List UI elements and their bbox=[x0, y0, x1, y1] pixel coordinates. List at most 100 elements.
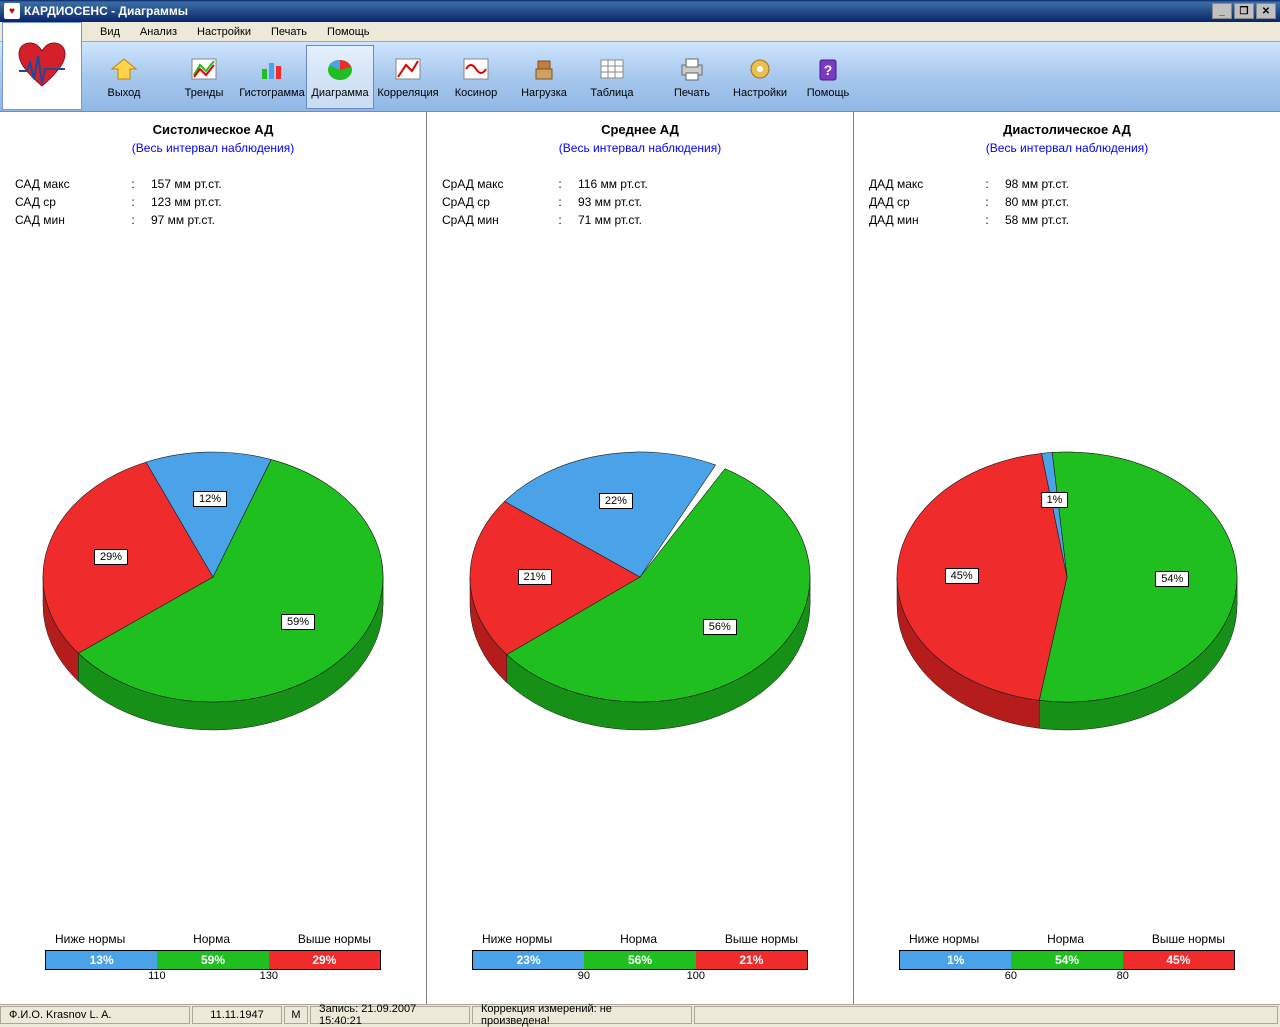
stats-row: ДАД мин:58 мм рт.ст. bbox=[869, 213, 1265, 227]
stats-row: ДАД ср:80 мм рт.ст. bbox=[869, 195, 1265, 209]
legend-labels: Ниже нормыНормаВыше нормы bbox=[899, 932, 1235, 950]
help-icon: ? bbox=[812, 54, 844, 84]
legend-label-below: Ниже нормы bbox=[482, 932, 552, 946]
legend-threshold: 80 bbox=[1117, 970, 1129, 982]
pie-slice-label: 12% bbox=[193, 491, 227, 507]
toolbar-label: Диаграмма bbox=[311, 87, 368, 99]
stats-block: ДАД макс:98 мм рт.ст. ДАД ср:80 мм рт.ст.… bbox=[869, 177, 1265, 231]
stats-row: ДАД макс:98 мм рт.ст. bbox=[869, 177, 1265, 191]
panel-title: Систолическое АД bbox=[15, 122, 411, 137]
stats-block: СрАД макс:116 мм рт.ст.СрАД ср:93 мм рт.… bbox=[442, 177, 838, 231]
pie-slice-label: 1% bbox=[1041, 492, 1069, 508]
menu-вид[interactable]: Вид bbox=[90, 26, 130, 38]
menu-печать[interactable]: Печать bbox=[261, 26, 317, 38]
stats-row: САД мин:97 мм рт.ст. bbox=[15, 213, 411, 227]
stats-row: СрАД ср:93 мм рт.ст. bbox=[442, 195, 838, 209]
toolbar-label: Тренды bbox=[185, 87, 224, 99]
stats-row: СрАД макс:116 мм рт.ст. bbox=[442, 177, 838, 191]
toolbar-table-button[interactable]: Таблица bbox=[578, 45, 646, 109]
panel-title: Диастолическое АД bbox=[869, 122, 1265, 137]
panel-title: Среднее АД bbox=[442, 122, 838, 137]
status-record: Запись: 21.09.2007 15:40:21 bbox=[310, 1006, 470, 1024]
stats-label: ДАД мин bbox=[869, 213, 969, 227]
close-button[interactable]: ✕ bbox=[1256, 3, 1276, 19]
legend: Ниже нормыНормаВыше нормы23%56%21%90100 bbox=[442, 932, 838, 994]
legend-threshold: 100 bbox=[687, 970, 705, 982]
toolbar-label: Нагрузка bbox=[521, 87, 567, 99]
legend-labels: Ниже нормыНормаВыше нормы bbox=[472, 932, 808, 950]
window-buttons: _ ❐ ✕ bbox=[1212, 3, 1276, 19]
stats-colon: : bbox=[115, 177, 151, 191]
legend-seg-above: 45% bbox=[1123, 951, 1234, 969]
stats-label: СрАД мин bbox=[442, 213, 542, 227]
legend-bar: 13%59%29% bbox=[45, 950, 381, 970]
toolbar-help-button[interactable]: ?Помощь bbox=[794, 45, 862, 109]
stats-label: СрАД ср bbox=[442, 195, 542, 209]
app-icon: ♥ bbox=[4, 3, 20, 19]
app-logo bbox=[2, 22, 82, 110]
toolbar-label: Таблица bbox=[590, 87, 633, 99]
legend-seg-above: 21% bbox=[696, 951, 807, 969]
menu-помощь[interactable]: Помощь bbox=[317, 26, 380, 38]
toolbar-histogram-button[interactable]: Гистограмма bbox=[238, 45, 306, 109]
stats-block: САД макс:157 мм рт.ст. САД ср:123 мм рт.с… bbox=[15, 177, 411, 231]
legend-label-below: Ниже нормы bbox=[55, 932, 125, 946]
panel-0: Систолическое АД (Весь интервал наблюдени… bbox=[0, 112, 427, 1004]
stats-value: 123 мм рт.ст. bbox=[151, 195, 222, 209]
toolbar-label: Гистограмма bbox=[239, 87, 305, 99]
maximize-button[interactable]: ❐ bbox=[1234, 3, 1254, 19]
legend-seg-below: 1% bbox=[900, 951, 1011, 969]
stats-label: САД макс bbox=[15, 177, 115, 191]
pie-slice-label: 54% bbox=[1155, 571, 1189, 587]
pie-slice-label: 21% bbox=[518, 569, 552, 585]
toolbar-correlation-button[interactable]: Корреляция bbox=[374, 45, 442, 109]
panel-subtitle: (Весь интервал наблюдения) bbox=[15, 141, 411, 155]
toolbar-label: Настройки bbox=[733, 87, 787, 99]
toolbar-exit-button[interactable]: Выход bbox=[90, 45, 158, 109]
diagram-icon bbox=[324, 54, 356, 84]
settings-icon bbox=[744, 54, 776, 84]
load-icon bbox=[528, 54, 560, 84]
stats-row: САД ср:123 мм рт.ст. bbox=[15, 195, 411, 209]
menubar: ВидАнализНастройкиПечатьПомощь bbox=[0, 22, 1280, 42]
toolbar-label: Выход bbox=[108, 87, 141, 99]
stats-label: СрАД макс bbox=[442, 177, 542, 191]
legend-seg-norm: 54% bbox=[1011, 951, 1123, 969]
cosinor-icon bbox=[460, 54, 492, 84]
legend-bar: 1%54%45% bbox=[899, 950, 1235, 970]
panel-subtitle: (Весь интервал наблюдения) bbox=[869, 141, 1265, 155]
toolbar-diagram-button[interactable]: Диаграмма bbox=[306, 45, 374, 109]
pie-slice-label: 59% bbox=[281, 614, 315, 630]
window-title: КАРДИОСЕНС - Диаграммы bbox=[24, 4, 1212, 18]
pie-chart: 54%45%1% bbox=[869, 231, 1265, 932]
legend-label-above: Выше нормы bbox=[298, 932, 371, 946]
legend-thresholds: 6080 bbox=[899, 970, 1235, 984]
stats-row: САД макс:157 мм рт.ст. bbox=[15, 177, 411, 191]
legend-label-above: Выше нормы bbox=[1152, 932, 1225, 946]
legend-threshold: 130 bbox=[260, 970, 278, 982]
stats-value: 116 мм рт.ст. bbox=[578, 177, 648, 191]
stats-colon: : bbox=[542, 213, 578, 227]
toolbar-load-button[interactable]: Нагрузка bbox=[510, 45, 578, 109]
legend-label-norm: Норма bbox=[1047, 932, 1084, 946]
menu-анализ[interactable]: Анализ bbox=[130, 26, 187, 38]
toolbar-label: Косинор bbox=[455, 87, 497, 99]
stats-value: 58 мм рт.ст. bbox=[1005, 213, 1069, 227]
status-patient: Ф.И.О. Krasnov L. A. bbox=[0, 1006, 190, 1024]
stats-label: ДАД макс bbox=[869, 177, 969, 191]
minimize-button[interactable]: _ bbox=[1212, 3, 1232, 19]
titlebar: ♥ КАРДИОСЕНС - Диаграммы _ ❐ ✕ bbox=[0, 0, 1280, 22]
panel-1: Среднее АД(Весь интервал наблюдения)СрАД… bbox=[427, 112, 854, 1004]
toolbar-trends-button[interactable]: Тренды bbox=[170, 45, 238, 109]
pie-chart: 59% 29% 12% bbox=[15, 231, 411, 932]
toolbar-cosinor-button[interactable]: Косинор bbox=[442, 45, 510, 109]
toolbar-settings-button[interactable]: Настройки bbox=[726, 45, 794, 109]
stats-value: 157 мм рт.ст. bbox=[151, 177, 222, 191]
toolbar-label: Корреляция bbox=[377, 87, 438, 99]
pie-slice-label: 29% bbox=[94, 549, 128, 565]
legend-threshold: 90 bbox=[578, 970, 590, 982]
svg-text:?: ? bbox=[824, 62, 833, 78]
menu-настройки[interactable]: Настройки bbox=[187, 26, 261, 38]
stats-value: 71 мм рт.ст. bbox=[578, 213, 642, 227]
toolbar-print-button[interactable]: Печать bbox=[658, 45, 726, 109]
